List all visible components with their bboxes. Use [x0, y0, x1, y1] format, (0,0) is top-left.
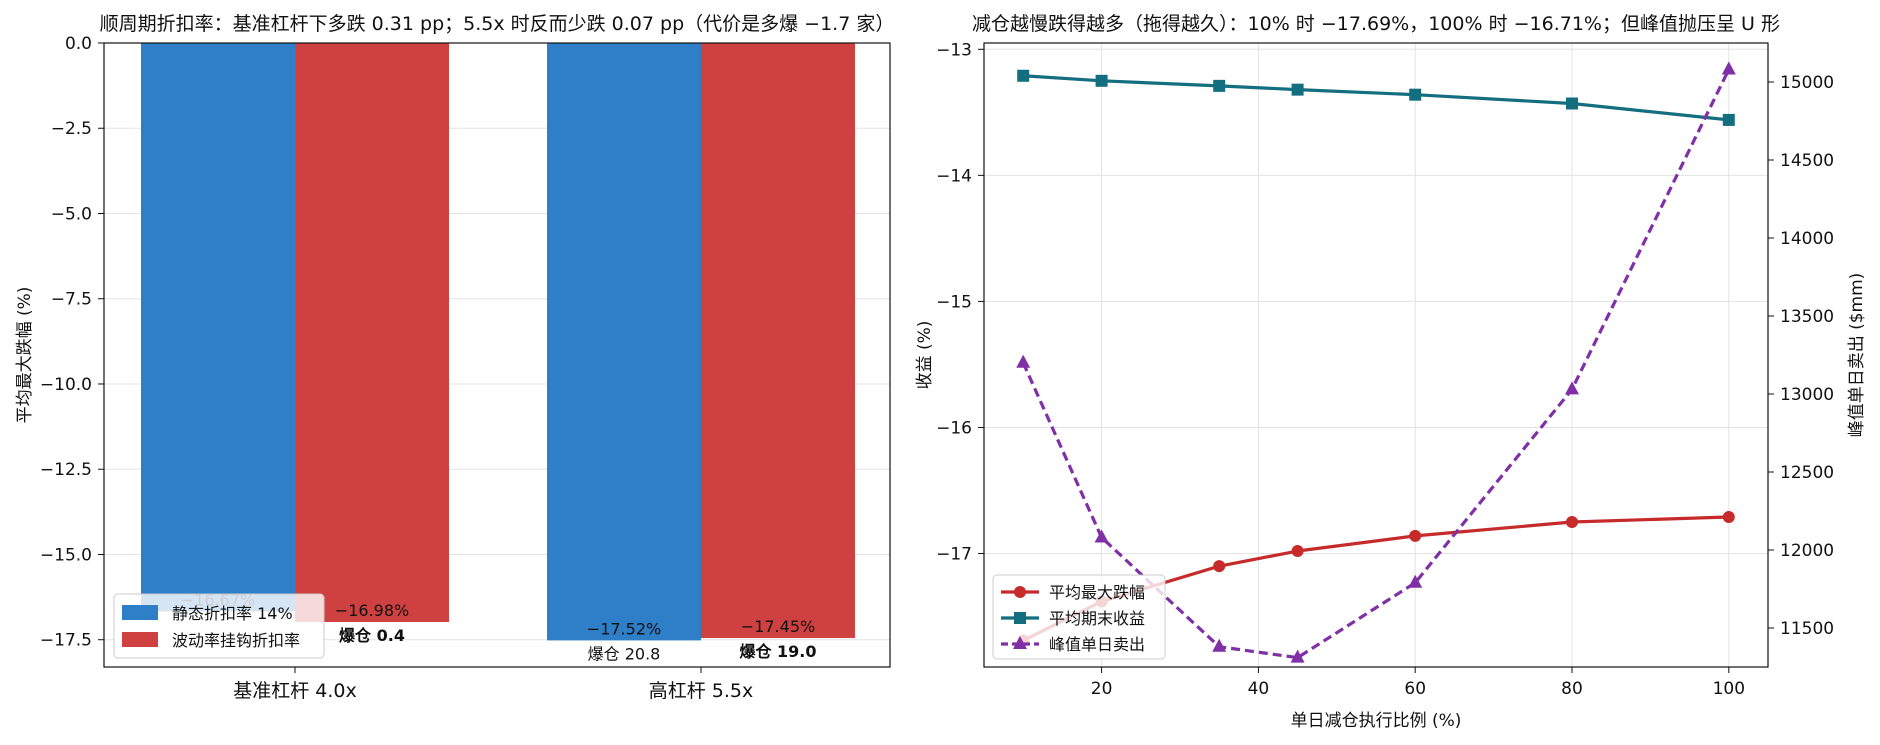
- y-right-axis-label: 峰值单日卖出 ($mm): [1847, 273, 1867, 438]
- y-right-tick-label: 11500: [1780, 619, 1834, 639]
- data-label-value: −17.52%: [587, 619, 661, 638]
- axes-frame-right: [983, 42, 1769, 668]
- data-point-triangle: [1290, 649, 1305, 663]
- series-line-1: [1023, 74, 1729, 122]
- axes-frame-left: [103, 42, 891, 668]
- legend-box-right: [992, 574, 1166, 660]
- y-axis-label: 收益 (%): [915, 321, 935, 390]
- x-axis-label: 单日减仓执行比例 (%): [1291, 711, 1462, 731]
- y-right-tick-label: 12000: [1780, 541, 1834, 561]
- y-right-tick-label: 15000: [1780, 73, 1834, 93]
- data-label-bust: 爆仓 0.4: [339, 626, 405, 645]
- data-label-bust: 爆仓 20.8: [588, 644, 661, 663]
- data-point-circle: [1566, 516, 1578, 529]
- data-point-circle: [1722, 510, 1735, 523]
- y-tick-label: −2.5: [51, 119, 92, 139]
- x-tick-label: 60: [1404, 679, 1426, 699]
- x-tick-label: 20: [1091, 679, 1113, 699]
- legend-marker: [1014, 586, 1026, 598]
- y-tick-label: −10.0: [40, 375, 92, 395]
- legend-label: 波动率挂钩折扣率: [172, 631, 300, 650]
- data-label-value: −17.45%: [741, 617, 815, 636]
- legend-swatch: [122, 632, 158, 647]
- y-tick-label: −12.5: [40, 460, 92, 480]
- legend-label: 平均最大跌幅: [1049, 583, 1145, 602]
- y-right-tick-label: 13000: [1780, 385, 1834, 405]
- data-point-triangle: [1016, 354, 1031, 368]
- y-tick-label: −15: [936, 292, 972, 312]
- x-tick-label: 40: [1248, 679, 1270, 699]
- bar-0-1: [547, 43, 701, 641]
- bar-0-0: [141, 43, 295, 612]
- data-point-square: [1566, 97, 1578, 110]
- data-point-triangle: [1721, 61, 1736, 75]
- data-point-circle: [1291, 545, 1304, 558]
- y-axis-label: 平均最大跌幅 (%): [15, 287, 35, 424]
- legend-marker: [1013, 636, 1027, 649]
- x-category-label: 高杠杆 5.5x: [649, 680, 754, 702]
- y-tick-label: −17: [936, 545, 972, 565]
- data-label-value: −16.98%: [335, 601, 409, 620]
- y-tick-label: −16: [936, 418, 972, 438]
- y-tick-label: −15.0: [40, 545, 92, 565]
- y-right-tick-label: 14000: [1780, 229, 1834, 249]
- data-point-square: [1095, 74, 1108, 87]
- y-tick-label: −13: [936, 40, 972, 60]
- data-label-bust: 爆仓 19.0: [739, 642, 816, 661]
- data-point-square: [1291, 83, 1304, 96]
- data-point-triangle: [1212, 638, 1227, 652]
- bar-1-1: [701, 43, 855, 639]
- data-point-square: [1409, 88, 1422, 101]
- legend-box-left: [113, 593, 325, 659]
- data-point-square: [1213, 79, 1226, 92]
- y-tick-label: −14: [936, 166, 972, 186]
- chart-title: 减仓越慢跌得越多（拖得越久）：10% 时 −17.69%，100% 时 −16.…: [972, 13, 1780, 35]
- chart-title: 顺周期折扣率：基准杠杆下多跌 0.31 pp；5.5x 时反而少跌 0.07 p…: [100, 13, 895, 35]
- legend-label: 峰值单日卖出: [1049, 635, 1145, 654]
- legend-swatch: [122, 605, 158, 620]
- data-point-circle: [1213, 560, 1226, 573]
- legend-label: 平均期末收益: [1049, 609, 1145, 628]
- y-right-tick-label: 14500: [1780, 151, 1834, 171]
- legend-marker: [1014, 612, 1026, 624]
- series-line-2: [1021, 68, 1731, 660]
- x-category-label: 基准杠杆 4.0x: [233, 680, 357, 702]
- y-tick-label: 0.0: [65, 34, 92, 54]
- data-point-triangle: [1565, 381, 1579, 395]
- data-point-square: [1017, 69, 1030, 82]
- y-tick-label: −7.5: [51, 290, 92, 310]
- bar-1-0: [295, 43, 449, 622]
- legend-label: 静态折扣率 14%: [172, 604, 293, 623]
- data-point-triangle: [1094, 529, 1109, 543]
- data-point-triangle: [1408, 574, 1423, 588]
- y-tick-label: −5.0: [51, 204, 92, 224]
- data-point-square: [1722, 113, 1735, 126]
- data-point-circle: [1409, 529, 1422, 542]
- x-tick-label: 100: [1713, 679, 1745, 699]
- y-tick-label: −17.5: [40, 631, 92, 651]
- x-tick-label: 80: [1561, 679, 1583, 699]
- y-right-tick-label: 13500: [1780, 307, 1834, 327]
- y-right-tick-label: 12500: [1780, 463, 1834, 483]
